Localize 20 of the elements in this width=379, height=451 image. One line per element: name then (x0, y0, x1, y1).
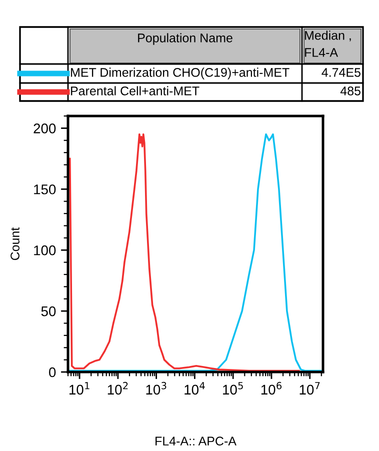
x-tick-label: 10$^{1}$ (70, 382, 90, 395)
text: 485 (340, 86, 360, 96)
y-tick-label: 50 (41, 306, 56, 316)
legend-label: MET Dimerization CHO(C19)+anti-MET (71, 68, 290, 80)
x-tick-label: 10$^{7}$ (300, 382, 320, 395)
x-axis-title: FL4-A:: APC-A (156, 436, 236, 446)
y-axis-title: Count (10, 227, 20, 260)
legend-title: Population Name (138, 33, 232, 45)
x-tick-label: 10$^{3}$ (146, 382, 166, 395)
x-tick-label: 10$^{5}$ (223, 382, 243, 395)
y-tick-label: 0 (49, 367, 56, 378)
y-tick-label: 150 (34, 184, 56, 194)
x-tick-label: 10$^{4}$ (184, 382, 205, 395)
legend-label: Parental Cell+anti-MET (71, 86, 200, 96)
x-tick-label: 10$^{6}$ (261, 382, 282, 395)
x-tick-label: 10$^{2}$ (108, 382, 128, 395)
text: Median , FL4-A (305, 30, 351, 57)
text: 4.74E5 (322, 68, 360, 77)
y-tick-label: 100 (34, 245, 56, 256)
y-tick-label: 200 (34, 124, 56, 134)
